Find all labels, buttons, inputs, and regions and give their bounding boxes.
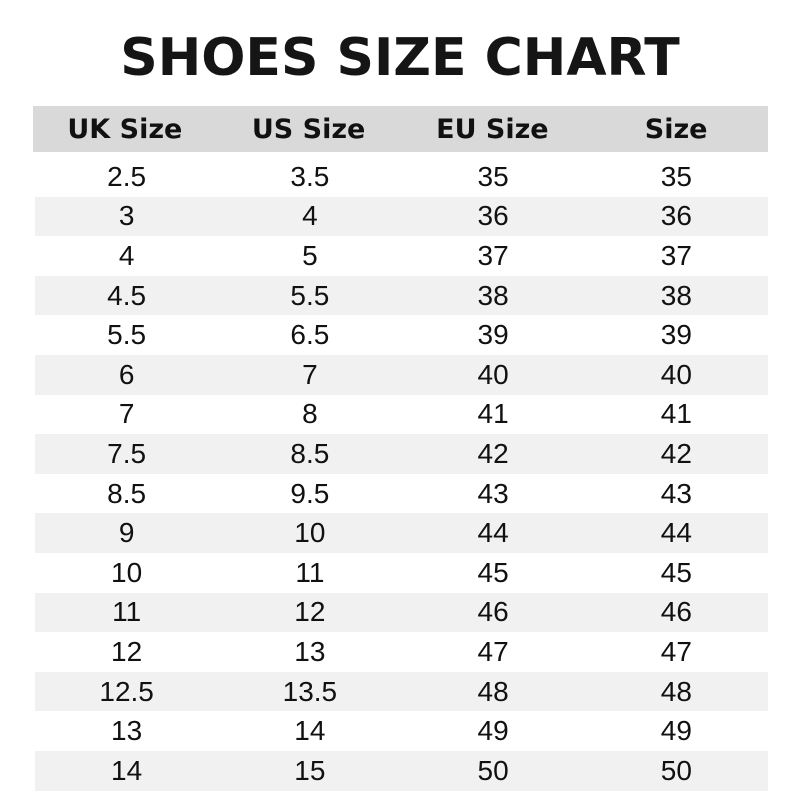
cell-size: 37 [660,239,692,271]
cell-size: 50 [660,754,692,786]
cell-size: 43 [660,477,692,509]
cell-eu: 45 [477,556,509,588]
cell-eu: 38 [477,279,509,311]
table-row: 3 4 36 36 [35,196,768,237]
header-uk-size: UK Size [67,113,183,145]
table-row: 4.5 5.5 38 38 [35,275,768,316]
table-row: 7.5 8.5 42 42 [35,434,768,474]
cell-uk: 9 [118,517,135,549]
cell-us: 9.5 [290,477,330,509]
cell-uk: 5.5 [107,319,147,351]
cell-us: 6.5 [290,319,330,351]
table-row: 9 10 44 44 [35,513,768,553]
cell-eu: 41 [477,398,509,430]
cell-eu: 42 [477,437,509,469]
cell-size: 38 [660,279,692,311]
cell-size: 44 [660,517,692,549]
table-body: 2.5 3.5 35 35 3 4 36 36 4 5 37 37 4.5 5.5 38 38 5.5 6.5 39… [35,157,768,791]
cell-eu: 46 [477,596,509,628]
cell-uk: 4.5 [107,279,147,311]
header-eu-size: EU Size [436,113,549,145]
cell-us: 5 [302,239,318,271]
cell-uk: 14 [111,754,143,786]
cell-uk: 12 [111,635,143,667]
cell-size: 47 [660,635,692,667]
cell-uk: 6 [118,358,135,390]
table-row: 13 14 49 49 [35,711,768,751]
cell-uk: 2.5 [107,160,147,192]
cell-uk: 13 [111,715,143,747]
cell-size: 49 [660,715,692,747]
table-header: UK Size US Size EU Size Size [33,106,768,152]
cell-eu: 43 [477,477,509,509]
cell-size: 35 [660,160,692,192]
cell-eu: 37 [477,239,509,271]
size-table: UK Size US Size EU Size Size 2.5 3.5 35 35 3… [33,106,768,791]
cell-us: 13 [294,635,326,667]
cell-us: 14 [294,715,326,747]
cell-size: 41 [660,398,692,430]
cell-size: 48 [660,675,692,707]
cell-eu: 49 [477,715,509,747]
cell-eu: 36 [477,200,509,232]
table-row: 12 13 47 47 [35,632,768,672]
table-row: 11 12 46 46 [35,592,768,633]
cell-size: 42 [660,437,692,469]
cell-eu: 48 [477,675,509,707]
cell-size: 46 [660,596,692,628]
cell-us: 8.5 [290,437,330,469]
cell-size: 39 [660,319,692,351]
table-row: 4 5 37 37 [35,236,768,276]
table-row: 10 11 45 45 [35,553,768,593]
cell-eu: 50 [477,754,509,786]
cell-size: 36 [660,200,692,232]
header-size: Size [644,113,708,145]
cell-uk: 7 [118,398,135,430]
table-row: 14 15 50 50 [35,750,768,791]
cell-uk: 11 [112,596,142,628]
cell-us: 7 [302,358,318,390]
cell-us: 8 [302,398,318,430]
cell-us: 5.5 [290,279,330,311]
table-row: 7 8 41 41 [35,395,768,435]
cell-uk: 8.5 [107,477,147,509]
table-row: 2.5 3.5 35 35 [35,157,768,197]
cell-eu: 47 [477,635,509,667]
cell-us: 15 [294,754,326,786]
table-row: 5.5 6.5 39 39 [35,315,768,355]
cell-uk: 4 [118,239,135,271]
cell-uk: 7.5 [107,437,147,469]
page-title: SHOES SIZE CHART [120,28,680,88]
table-row: 12.5 13.5 48 48 [35,671,768,712]
header-us-size: US Size [251,113,366,145]
cell-us: 13.5 [282,675,338,707]
cell-size: 40 [660,358,692,390]
cell-us: 11 [295,556,325,588]
cell-eu: 35 [477,160,509,192]
cell-us: 10 [294,517,326,549]
cell-size: 45 [660,556,692,588]
cell-eu: 39 [477,319,509,351]
cell-us: 3.5 [290,160,330,192]
cell-us: 4 [302,200,318,232]
cell-eu: 40 [477,358,509,390]
table-row: 6 7 40 40 [35,354,768,395]
table-row: 8.5 9.5 43 43 [35,474,768,514]
cell-us: 12 [294,596,326,628]
cell-eu: 44 [477,517,509,549]
cell-uk: 3 [118,200,135,232]
cell-uk: 10 [111,556,143,588]
cell-uk: 12.5 [99,675,154,707]
